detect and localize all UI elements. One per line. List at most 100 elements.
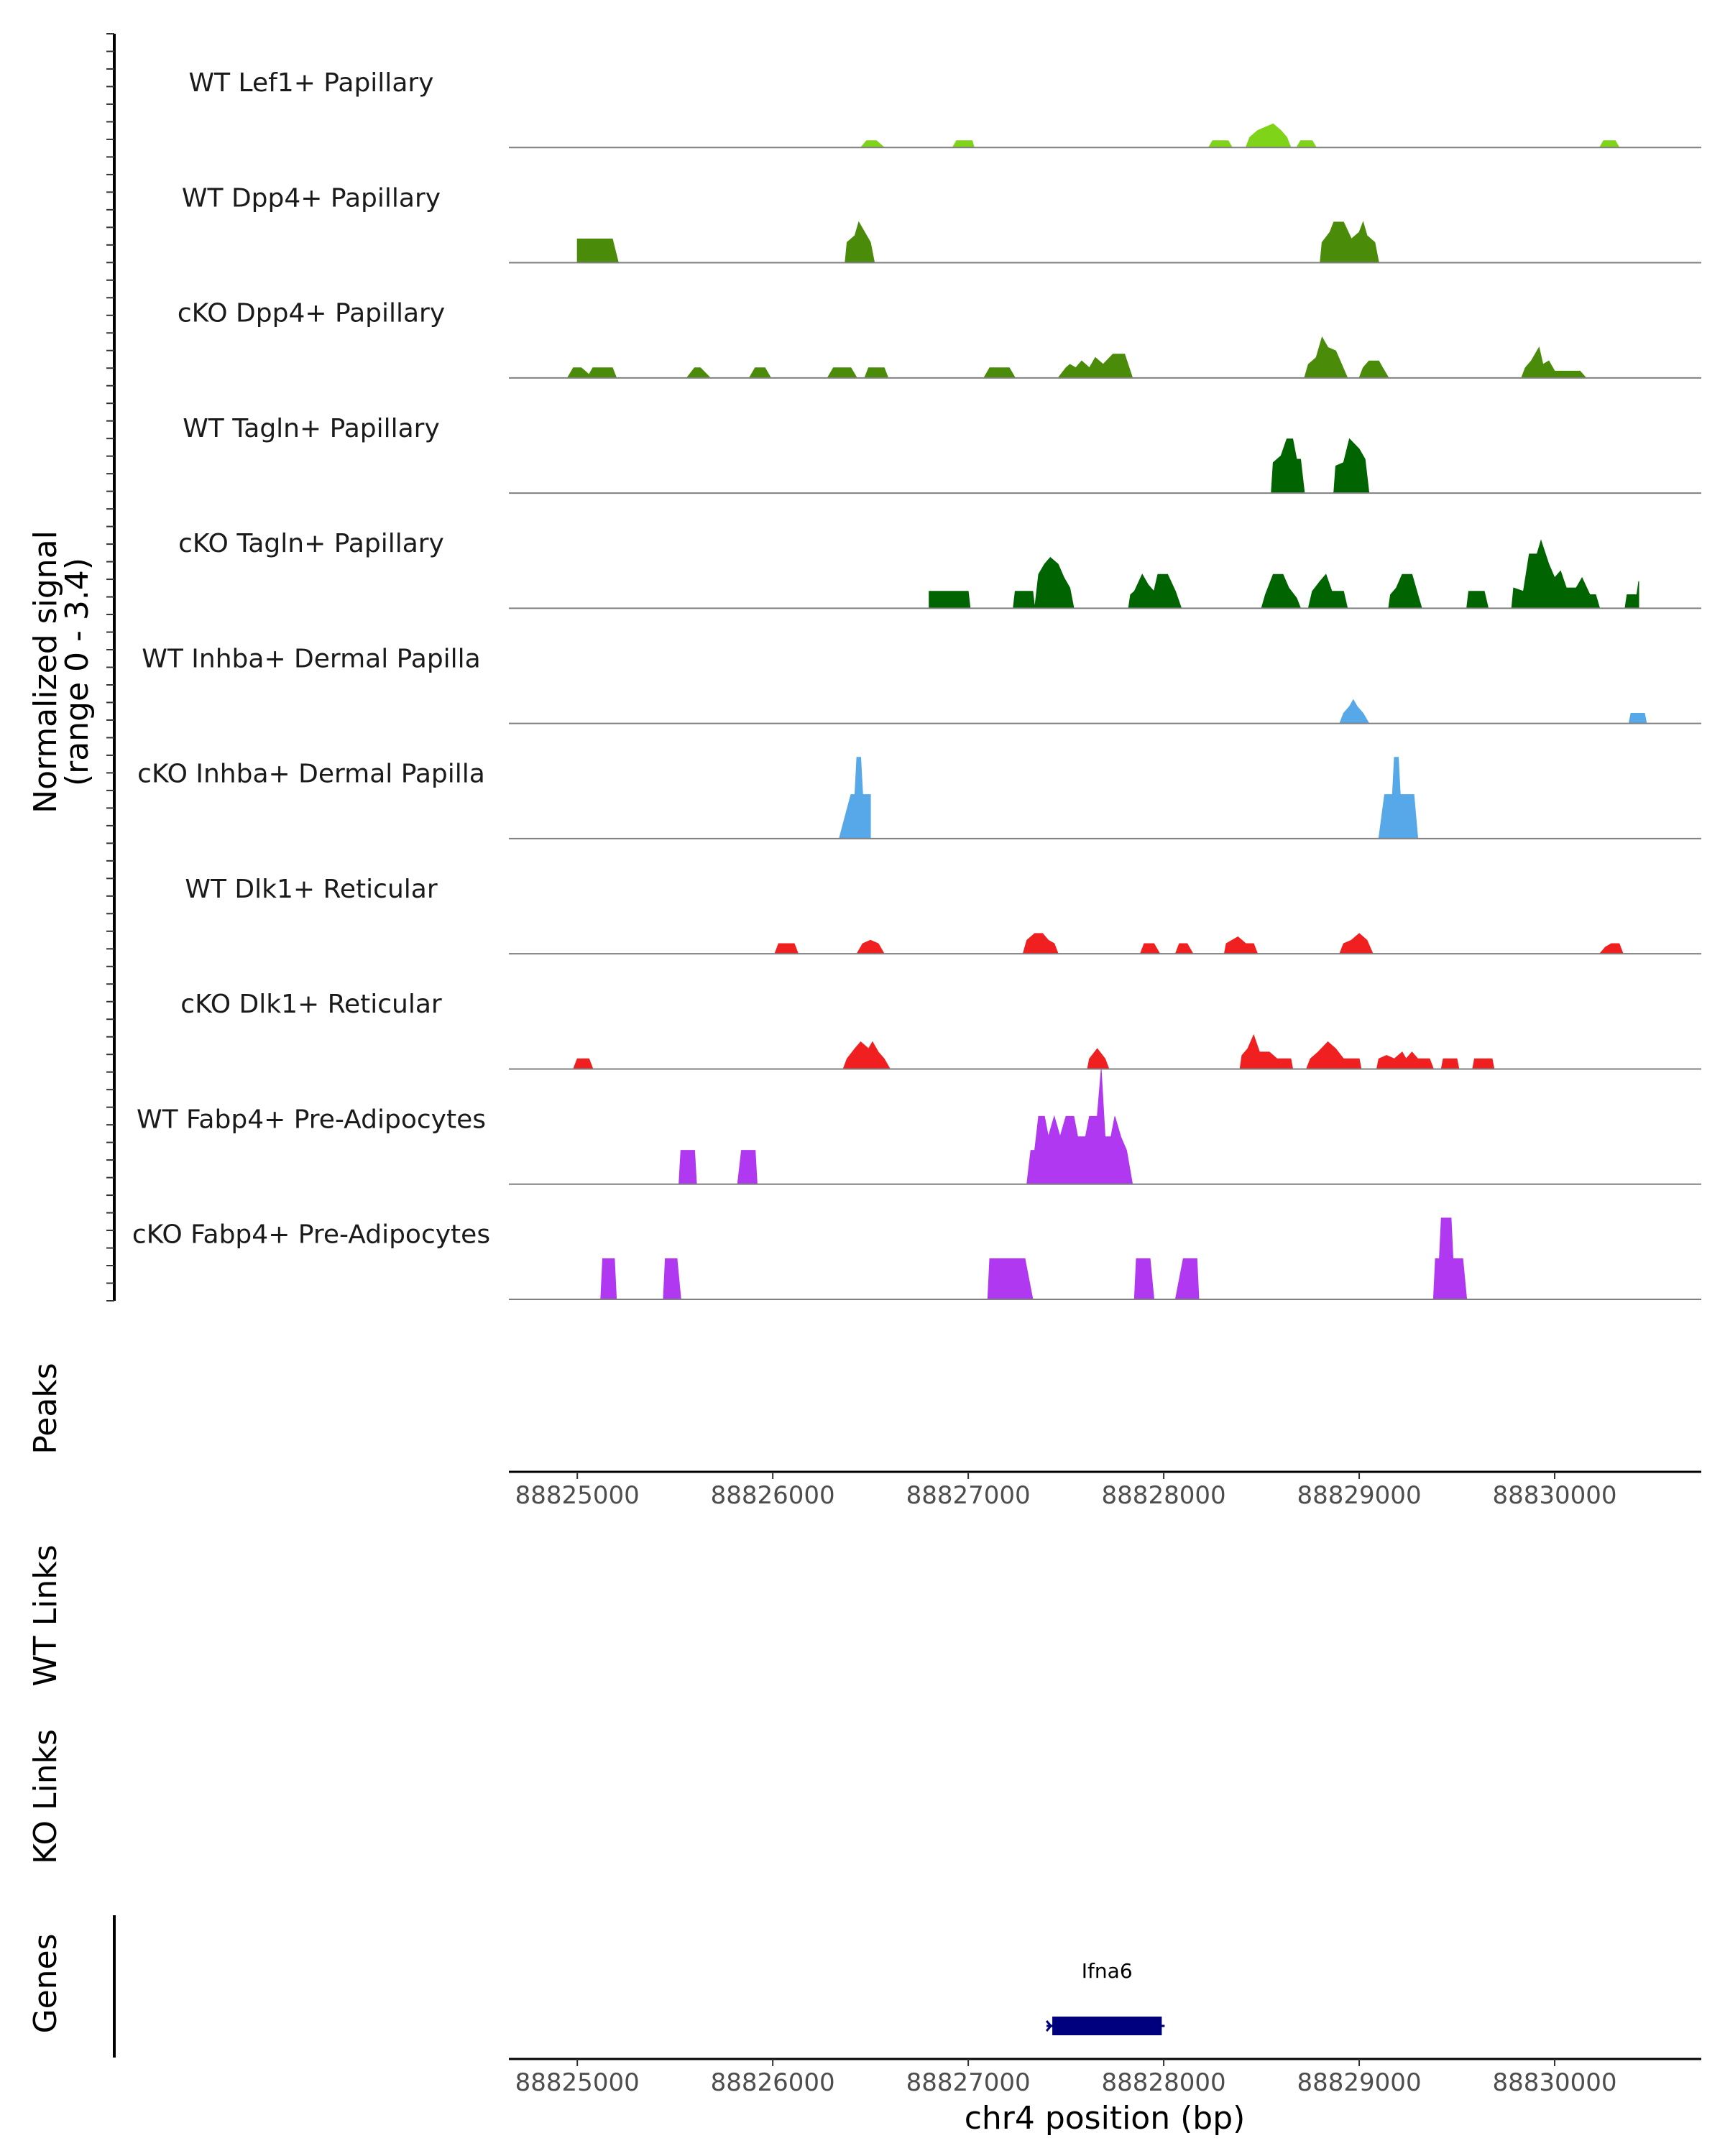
y-axis-title-line2: (range 0 - 3.4): [59, 558, 96, 786]
track-label: cKO Inhba+ Dermal Papilla: [137, 760, 485, 789]
coverage-peak: [1307, 573, 1348, 609]
coverage-peak: [572, 1058, 594, 1069]
track-cko-dpp4-papillary: cKO Dpp4+ Papillary: [178, 299, 1701, 379]
x-tick-label: 88827000: [906, 1481, 1031, 1510]
coverage-peak: [1034, 556, 1075, 609]
x-tick-label: 88829000: [1297, 1481, 1422, 1510]
x-axis-title: chr4 position (bp): [965, 2100, 1246, 2137]
coverage-peak: [1440, 1058, 1460, 1069]
coverage-tracks: WT Lef1+ Papillary WT Dpp4+ Papillary cKO …: [132, 68, 1701, 1300]
coverage-peak: [1139, 943, 1161, 954]
track-wt-dlk1-reticular: WT Dlk1+ Reticular: [185, 875, 1701, 955]
coverage-peak: [983, 367, 1016, 379]
track-label: cKO Dpp4+ Papillary: [178, 299, 445, 328]
coverage-peak: [1358, 360, 1389, 379]
coverage-peak: [1339, 933, 1374, 954]
x-tick-label: 88830000: [1492, 2068, 1616, 2097]
coverage-peak: [1333, 438, 1370, 494]
coverage-peak: [1432, 1217, 1468, 1300]
track-label: WT Tagln+ Papillary: [183, 414, 440, 443]
peaks-x-axis: 88825000 88826000 88827000 88828000 88829000…: [515, 1472, 1617, 1510]
track-label: WT Inhba+ Dermal Papilla: [142, 644, 480, 673]
track-label: WT Fabp4+ Pre-Adipocytes: [137, 1105, 486, 1134]
coverage-peak: [856, 939, 886, 954]
track-label: WT Lef1+ Papillary: [189, 68, 434, 98]
track-cko-dlk1-reticular: cKO Dlk1+ Reticular: [180, 990, 1701, 1070]
coverage-peak: [1128, 573, 1182, 609]
coverage-peak: [686, 367, 712, 379]
genes-x-axis: 88825000 88826000 88827000 88828000 88829000…: [515, 2059, 1617, 2097]
coverage-peak: [838, 757, 871, 839]
coverage-peak: [1339, 699, 1370, 724]
coverage-peak: [1087, 1048, 1110, 1069]
coverage-peak: [1320, 221, 1379, 263]
x-tick-label: 88825000: [515, 2068, 640, 2097]
y-axis-title-line1: Normalized signal: [27, 530, 64, 814]
coverage-peak: [929, 591, 971, 609]
coverage-peak: [748, 367, 772, 379]
coverage-peak: [1296, 140, 1317, 148]
coverage-peak: [1466, 591, 1489, 609]
coverage-peak: [864, 367, 889, 379]
coverage-peak: [1624, 581, 1639, 609]
x-tick-label: 88826000: [711, 1481, 835, 1510]
coverage-peak: [1521, 346, 1587, 379]
track-wt-inhba-dermal-papilla: WT Inhba+ Dermal Papilla: [142, 644, 1701, 724]
peaks-title: Peaks: [27, 1363, 64, 1454]
coverage-peak: [1261, 573, 1302, 609]
track-cko-fabp4-pre-adipocytes: cKO Fabp4+ Pre-Adipocytes: [132, 1217, 1701, 1300]
x-tick-label: 88825000: [515, 1481, 640, 1510]
coverage-peak: [1057, 354, 1133, 379]
coverage-peak: [737, 1150, 758, 1185]
coverage-peak: [1208, 140, 1233, 148]
gene-ifna6: Ifna6: [1045, 1959, 1165, 2035]
x-tick-label: 88830000: [1492, 1481, 1616, 1510]
genes-title: Genes: [27, 1933, 64, 2033]
coverage-peak: [1013, 591, 1036, 609]
coverage-peak: [663, 1258, 681, 1300]
coverage-peak: [1133, 1258, 1155, 1300]
coverage-peak: [987, 1258, 1034, 1300]
coverage-peak: [1022, 933, 1059, 954]
coverage-peak: [576, 239, 619, 263]
coverage-peak: [600, 1258, 617, 1300]
track-label: cKO Fabp4+ Pre-Adipocytes: [132, 1220, 490, 1250]
coverage-peak: [1378, 757, 1419, 839]
coverage-peak: [845, 221, 875, 263]
coverage-peak: [1511, 539, 1601, 609]
coverage-peak: [1388, 573, 1422, 609]
gene-annotations: Ifna6: [1045, 1959, 1165, 2035]
coverage-peak: [827, 367, 857, 379]
coverage-peak: [1239, 1033, 1294, 1069]
x-tick-label: 88827000: [906, 2068, 1031, 2097]
track-wt-lef1-papillary: WT Lef1+ Papillary: [189, 68, 1701, 149]
coverage-peak: [1304, 336, 1348, 379]
y-axis-ticks: [106, 33, 114, 1302]
coverage-peak: [860, 140, 886, 148]
track-label: WT Dpp4+ Papillary: [182, 183, 441, 213]
track-cko-tagln-papillary: cKO Tagln+ Papillary: [178, 529, 1701, 609]
ko-links-title: KO Links: [27, 1729, 64, 1864]
y-axis-title: Normalized signal (range 0 - 3.4): [27, 530, 96, 814]
coverage-peak: [1174, 1258, 1200, 1300]
coverage-peak: [1245, 123, 1292, 148]
gene-label: Ifna6: [1082, 1959, 1133, 1983]
coverage-peak: [842, 1041, 891, 1069]
coverage-peak: [678, 1150, 697, 1185]
track-wt-tagln-papillary: WT Tagln+ Papillary: [183, 414, 1701, 494]
x-tick-label: 88828000: [1102, 2068, 1226, 2097]
x-tick-label: 88829000: [1297, 2068, 1422, 2097]
coverage-peak: [1026, 1069, 1133, 1185]
coverage-peak: [1223, 936, 1259, 954]
x-tick-label: 88828000: [1102, 1481, 1226, 1510]
x-tick-label: 88826000: [711, 2068, 835, 2097]
gene-strand-arrow: [1045, 2020, 1053, 2032]
coverage-peak: [1598, 943, 1624, 954]
coverage-peak: [1472, 1058, 1495, 1069]
track-label: cKO Tagln+ Papillary: [178, 529, 444, 558]
track-wt-fabp4-pre-adipocytes: WT Fabp4+ Pre-Adipocytes: [137, 1069, 1701, 1185]
track-label: cKO Dlk1+ Reticular: [180, 990, 442, 1019]
coverage-peak: [566, 367, 617, 379]
coverage-peak: [1376, 1051, 1435, 1069]
